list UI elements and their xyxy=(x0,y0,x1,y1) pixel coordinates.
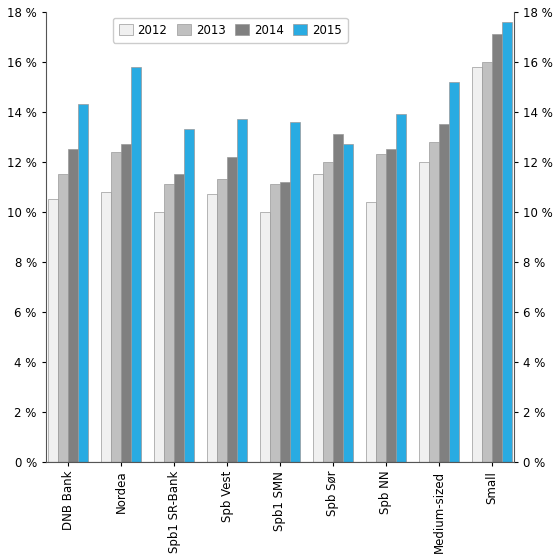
Bar xyxy=(376,155,386,461)
Bar xyxy=(472,67,482,461)
Bar xyxy=(78,104,88,461)
Bar xyxy=(111,152,121,461)
Bar xyxy=(313,174,323,461)
Bar xyxy=(439,124,449,461)
Bar xyxy=(482,62,492,461)
Bar xyxy=(207,194,217,461)
Bar xyxy=(260,212,270,461)
Bar xyxy=(333,134,343,461)
Bar xyxy=(366,202,376,461)
Bar xyxy=(429,142,439,461)
Bar xyxy=(174,174,184,461)
Bar xyxy=(419,162,429,461)
Bar xyxy=(68,150,78,461)
Bar xyxy=(290,122,300,461)
Bar xyxy=(58,174,68,461)
Bar xyxy=(449,82,459,461)
Bar xyxy=(101,192,111,461)
Bar xyxy=(131,67,141,461)
Bar xyxy=(270,184,280,461)
Bar xyxy=(164,184,174,461)
Bar xyxy=(343,144,353,461)
Bar xyxy=(280,182,290,461)
Bar xyxy=(121,144,131,461)
Bar xyxy=(184,129,194,461)
Bar xyxy=(48,199,58,461)
Bar xyxy=(237,119,247,461)
Bar xyxy=(386,150,396,461)
Bar xyxy=(492,34,502,461)
Bar xyxy=(154,212,164,461)
Bar xyxy=(502,22,512,461)
Bar xyxy=(227,157,237,461)
Legend: 2012, 2013, 2014, 2015: 2012, 2013, 2014, 2015 xyxy=(113,18,348,43)
Bar xyxy=(396,114,406,461)
Bar xyxy=(323,162,333,461)
Bar xyxy=(217,179,227,461)
